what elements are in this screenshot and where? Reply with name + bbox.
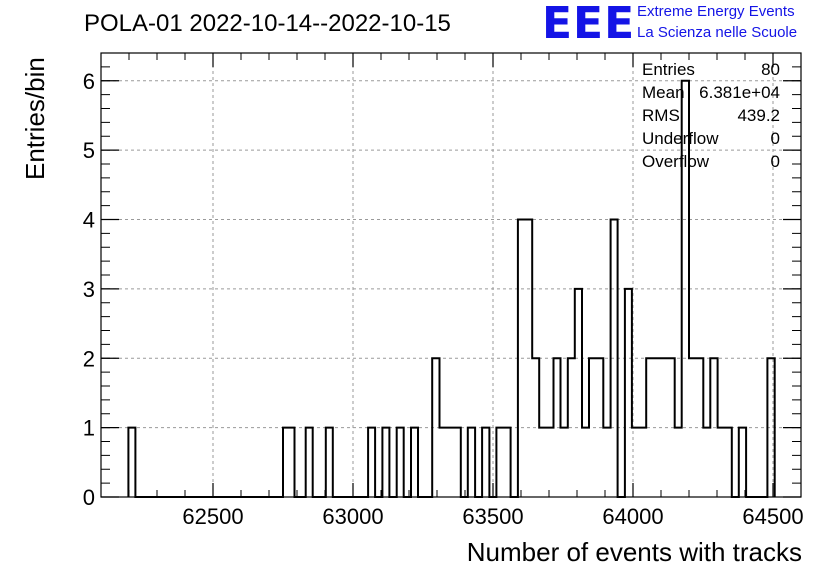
stat-row-entries: Entries 80	[642, 58, 780, 81]
stat-name: Mean	[642, 83, 685, 102]
histogram-series	[127, 79, 776, 498]
stat-value: 439.2	[737, 106, 780, 125]
stat-row-mean: Mean 6.381e+04	[642, 81, 780, 104]
stat-name: Entries	[642, 60, 695, 79]
y-tick-label: 0	[83, 485, 95, 510]
stat-value: 0	[770, 129, 780, 148]
y-tick-label: 4	[83, 208, 95, 233]
stat-name: Overflow	[642, 152, 710, 171]
x-axis-label: Number of events with tracks	[466, 537, 802, 567]
stat-value: 0	[770, 152, 780, 171]
stat-value: 6.381e+04	[699, 83, 780, 102]
y-axis-label: Entries/bin	[20, 57, 50, 180]
y-tick-label: 6	[83, 69, 95, 94]
logo-line-1: Extreme Energy Events	[637, 3, 795, 20]
stat-row-rms: RMS 439.2	[642, 104, 780, 127]
stat-row-overflow: Overflow 0	[642, 150, 780, 173]
x-tick-label: 63500	[462, 504, 523, 529]
x-tick-label: 64500	[742, 504, 803, 529]
stats-box: Entries 80 Mean 6.381e+04 RMS 439.2 Underfl…	[642, 58, 780, 173]
logo-line-2: La Scienza nelle Scuole	[637, 24, 798, 41]
y-tick-label: 1	[83, 416, 95, 441]
grid	[101, 53, 801, 497]
y-tick-label: 2	[83, 346, 95, 371]
y-tick-label: 5	[83, 138, 95, 163]
eee-logo: EEE	[542, 0, 636, 49]
stat-row-underflow: Underflow 0	[642, 127, 780, 150]
stat-name: RMS	[642, 106, 680, 125]
stat-name: Underflow	[642, 129, 719, 148]
x-tick-label: 62500	[182, 504, 243, 529]
x-tick-label: 63000	[322, 504, 383, 529]
x-tick-label: 64000	[602, 504, 663, 529]
axis-ticks: 0 1 2 3 4 5 6 62500 63000 63500 64000 64500	[83, 52, 804, 529]
stat-value: 80	[761, 60, 780, 79]
y-tick-label: 3	[83, 277, 95, 302]
chart-title: POLA-01 2022-10-14--2022-10-15	[84, 10, 451, 37]
